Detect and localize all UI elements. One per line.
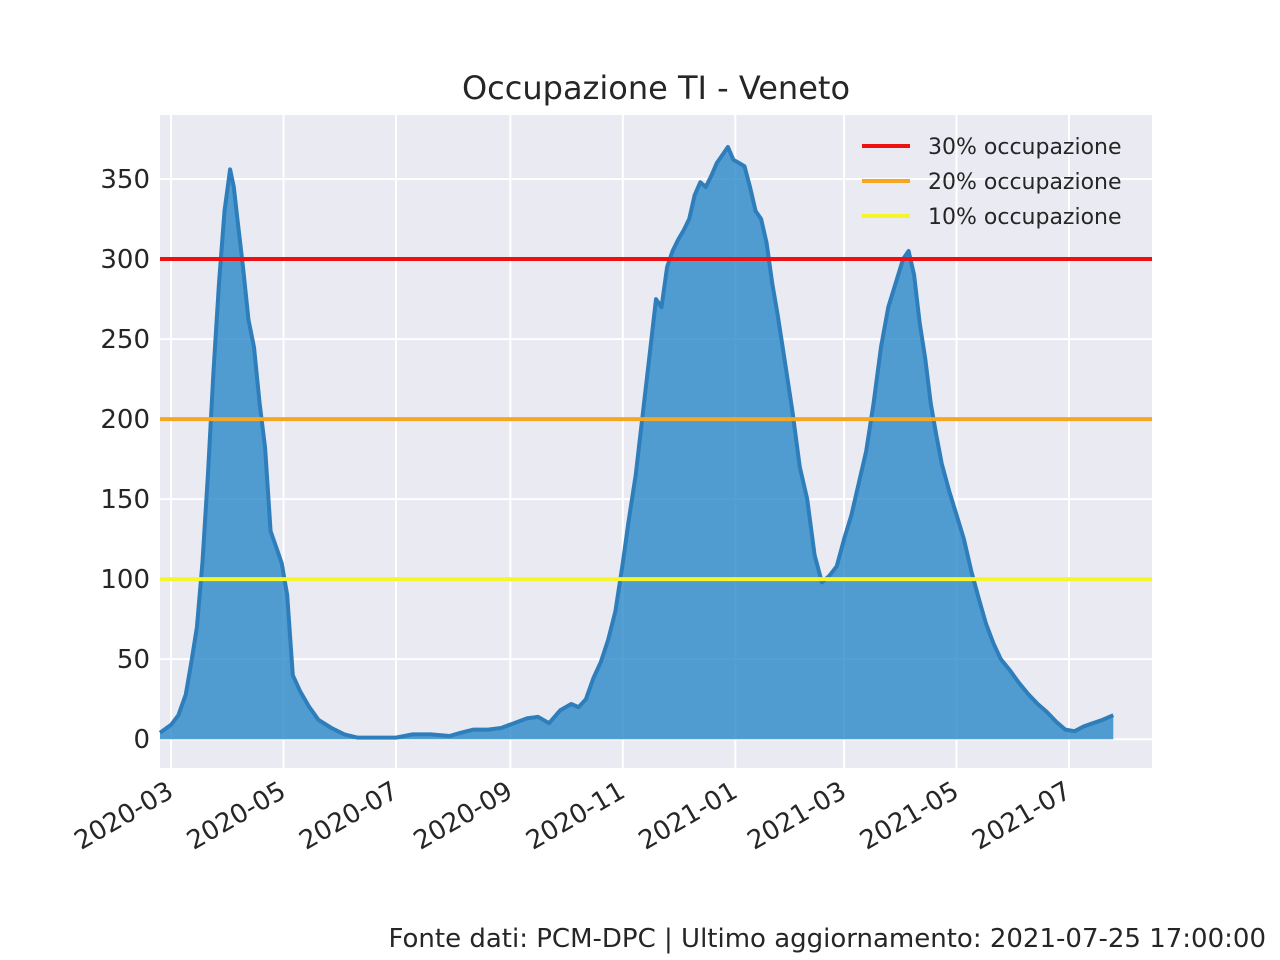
series-line [158,145,1115,740]
x-tick-label: 2021-03 [742,776,851,856]
chart-title: Occupazione TI - Veneto [462,69,850,107]
y-tick-label: 0 [133,725,150,755]
y-tick-label: 100 [100,565,150,595]
legend-label: 10% occupazione [928,205,1122,230]
x-tick-label: 2020-07 [294,776,403,856]
y-tick-label: 350 [100,165,150,195]
x-tick-label: 2020-03 [69,776,178,856]
legend: 30% occupazione 20% occupazione 10% occupa… [862,135,1122,230]
y-tick-label: 300 [100,245,150,275]
y-tick-label: 200 [100,405,150,435]
x-tick-label: 2020-11 [521,776,630,856]
y-tick-label: 50 [117,645,150,675]
legend-label: 30% occupazione [928,135,1122,160]
y-tick-label: 150 [100,485,150,515]
x-tick-label: 2020-05 [182,776,291,856]
x-tick-label: 2021-05 [855,776,964,856]
reference-lines [160,257,1152,582]
source-footer: Fonte dati: PCM-DPC | Ultimo aggiornamen… [388,924,1267,954]
series-area-fill [160,147,1114,740]
y-tick-label: 250 [100,325,150,355]
x-tick-label: 2021-01 [634,776,743,856]
y-axis-ticks: 0 50 100 150 200 250 300 350 [100,165,150,755]
x-tick-label: 2021-07 [967,776,1076,856]
legend-label: 20% occupazione [928,170,1122,195]
x-axis-ticks: 2020-03 2020-05 2020-07 2020-09 2020-11 2021-… [69,776,1076,856]
x-tick-label: 2020-09 [409,776,518,856]
